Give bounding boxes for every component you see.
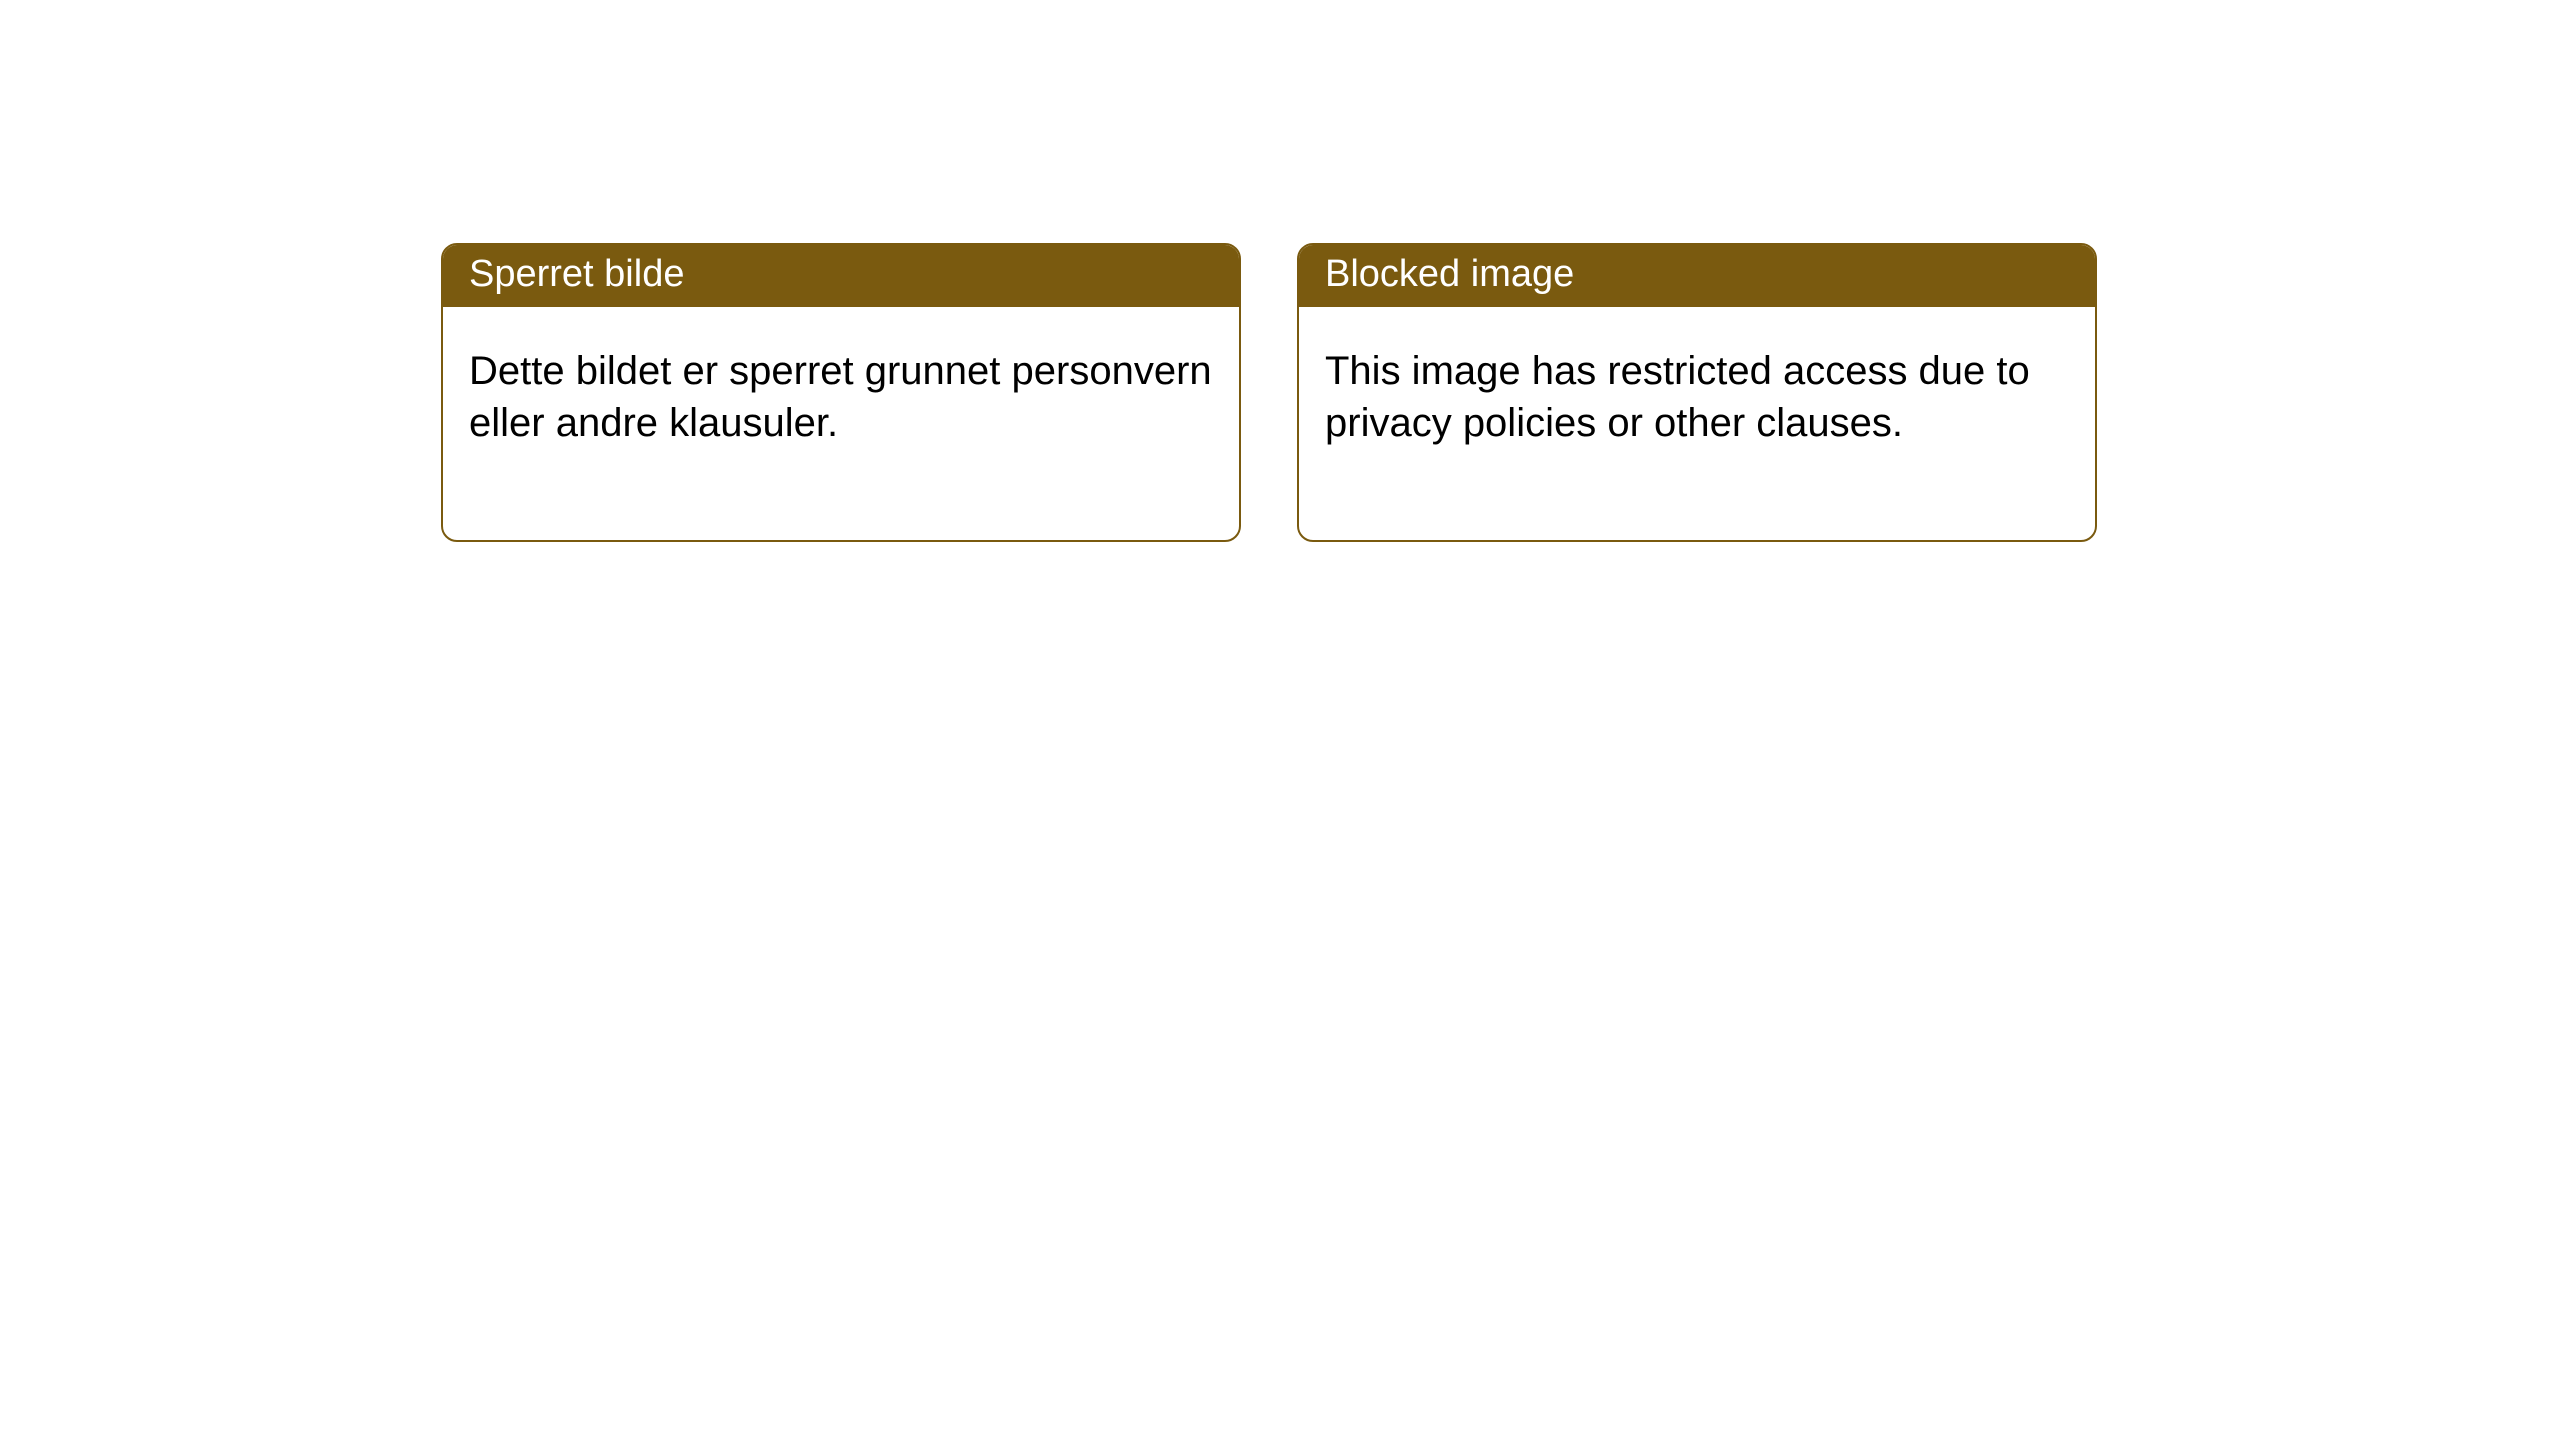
notice-box-english: Blocked image This image has restricted …	[1297, 243, 2097, 542]
notice-body-english: This image has restricted access due to …	[1299, 307, 2095, 541]
notice-box-norwegian: Sperret bilde Dette bildet er sperret gr…	[441, 243, 1241, 542]
notice-body-norwegian: Dette bildet er sperret grunnet personve…	[443, 307, 1239, 541]
notice-container: Sperret bilde Dette bildet er sperret gr…	[441, 243, 2097, 542]
notice-title-english: Blocked image	[1299, 245, 2095, 307]
notice-title-norwegian: Sperret bilde	[443, 245, 1239, 307]
